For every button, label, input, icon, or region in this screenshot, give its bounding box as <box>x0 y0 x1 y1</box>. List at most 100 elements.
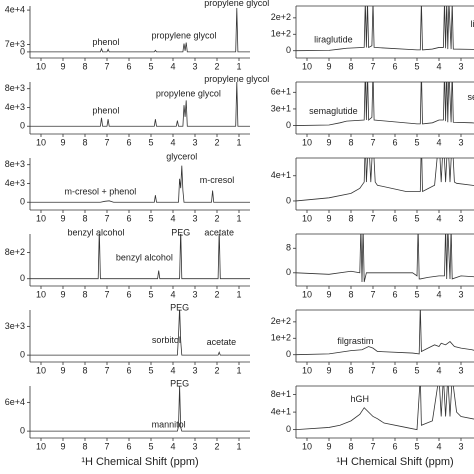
x-tick-label: 7 <box>104 289 109 299</box>
x-tick-label: 3 <box>192 61 197 71</box>
x-tick-label: 7 <box>104 213 109 223</box>
x-tick-label: 7 <box>370 61 375 71</box>
y-tick-label: 8e+2 <box>5 247 25 257</box>
x-tick-label: 6 <box>126 213 131 223</box>
x-tick-label: 1 <box>236 289 241 299</box>
x-tick-label: 4 <box>436 213 441 223</box>
annotation: liraglutide <box>470 19 474 29</box>
spectrum-line <box>296 310 474 356</box>
x-tick-label: 5 <box>148 441 153 451</box>
x-tick-label: 8 <box>348 61 353 71</box>
spectrum-line <box>30 7 250 53</box>
y-tick-label: 4e+3 <box>5 178 25 188</box>
annotation: liraglutide <box>314 34 353 44</box>
x-tick-label: 10 <box>36 137 46 147</box>
x-tick-label: 10 <box>302 213 312 223</box>
x-tick-label: 1 <box>236 213 241 223</box>
y-tick-label: 6e+1 <box>271 87 291 97</box>
x-tick-label: 6 <box>126 137 131 147</box>
y-tick-label: 0 <box>286 267 291 277</box>
x-tick-label: 9 <box>326 213 331 223</box>
spectrum-line <box>296 234 474 283</box>
x-tick-label: 10 <box>302 441 312 451</box>
y-tick-label: 8e+1 <box>271 389 291 399</box>
x-tick-label: 2 <box>214 441 219 451</box>
x-tick-label: 6 <box>392 365 397 375</box>
x-tick-label: 4 <box>170 441 175 451</box>
spectrum-line <box>30 82 250 127</box>
annotation: acetate <box>207 337 237 347</box>
x-tick-label: 8 <box>82 289 87 299</box>
y-tick-label: 0 <box>20 46 25 56</box>
annotation: phenol <box>92 37 119 47</box>
x-tick-label: 10 <box>302 365 312 375</box>
x-tick-label: 7 <box>370 365 375 375</box>
x-tick-label: 5 <box>414 137 419 147</box>
annotation: m-cresol + phenol <box>65 186 137 196</box>
x-tick-label: 10 <box>36 213 46 223</box>
x-tick-label: 5 <box>414 289 419 299</box>
x-tick-label: 8 <box>82 61 87 71</box>
x-tick-label: 10 <box>302 289 312 299</box>
x-tick-label: 6 <box>392 289 397 299</box>
x-tick-label: 5 <box>414 365 419 375</box>
x-tick-label: 4 <box>436 365 441 375</box>
x-tick-label: 10 <box>302 61 312 71</box>
x-tick-label: 8 <box>82 137 87 147</box>
annotation: acetate <box>204 228 234 238</box>
annotation: benzyl alcohol <box>67 228 124 238</box>
y-tick-label: 0 <box>286 120 291 130</box>
panel: 1098765432101e+22e+2filgrastimfil <box>271 309 474 375</box>
y-tick-label: 0 <box>286 45 291 55</box>
y-tick-label: 0 <box>286 424 291 434</box>
x-tick-label: 9 <box>60 365 65 375</box>
y-tick-label: 0 <box>20 350 25 360</box>
x-tick-label: 6 <box>126 61 131 71</box>
x-tick-label: 9 <box>60 213 65 223</box>
x-tick-label: 4 <box>436 61 441 71</box>
annotation: PEG <box>171 228 190 238</box>
x-tick-label: 3 <box>192 289 197 299</box>
annotation: benzyl alcohol <box>116 253 173 263</box>
x-tick-label: 6 <box>126 289 131 299</box>
x-tick-label: 1 <box>236 61 241 71</box>
annotation: phenol <box>92 106 119 116</box>
x-tick-label: 4 <box>170 61 175 71</box>
y-tick-label: 0 <box>20 197 25 207</box>
x-tick-label: 3 <box>458 137 463 147</box>
annotation: mannitol <box>152 419 186 429</box>
x-tick-label: 10 <box>302 137 312 147</box>
y-tick-label: 8e+3 <box>5 83 25 93</box>
x-tick-label: 9 <box>326 61 331 71</box>
x-tick-label: 10 <box>36 289 46 299</box>
x-tick-label: 8 <box>348 441 353 451</box>
y-tick-label: 1e+2 <box>271 29 291 39</box>
x-tick-label: 1 <box>236 365 241 375</box>
x-tick-label: 7 <box>370 137 375 147</box>
y-tick-label: 4e+4 <box>5 4 25 14</box>
x-tick-label: 8 <box>348 289 353 299</box>
y-tick-label: 6e+4 <box>5 397 25 407</box>
spectrum-line <box>296 6 474 52</box>
y-tick-label: 8e+3 <box>5 159 25 169</box>
y-tick-label: 8 <box>286 243 291 253</box>
x-tick-label: 9 <box>60 61 65 71</box>
x-tick-label: 5 <box>414 61 419 71</box>
x-tick-label: 8 <box>348 365 353 375</box>
annotation: PEG <box>170 303 189 313</box>
x-tick-label: 4 <box>436 289 441 299</box>
x-tick-label: 4 <box>170 365 175 375</box>
x-tick-label: 7 <box>370 213 375 223</box>
annotation: propylene glycol <box>151 31 216 41</box>
x-tick-label: 3 <box>458 213 463 223</box>
y-tick-label: 4e+1 <box>271 406 291 416</box>
x-tick-label: 9 <box>326 441 331 451</box>
y-tick-label: 0 <box>20 426 25 436</box>
x-tick-label: 9 <box>326 289 331 299</box>
